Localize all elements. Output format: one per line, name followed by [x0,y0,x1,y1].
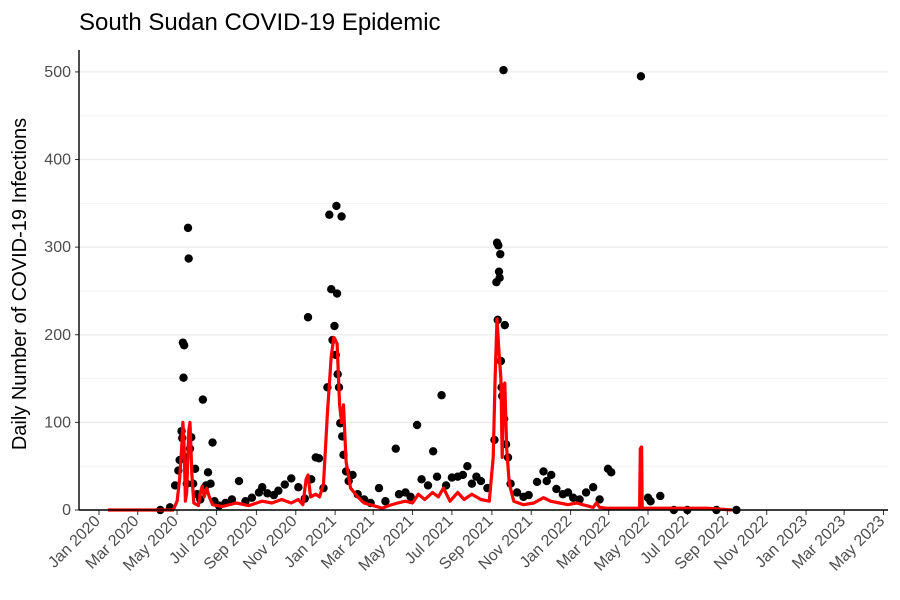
y-tick-label: 100 [44,414,71,431]
y-tick-label: 0 [62,502,71,519]
data-point [198,395,208,404]
data-point [287,474,296,483]
trend-line [108,317,733,512]
data-point [374,483,384,493]
data-point [314,454,324,463]
data-point [524,490,533,500]
data-point [495,273,504,283]
y-axis-ticks: 0 100 200 300 400 500 [44,64,79,519]
data-point [303,313,313,322]
data-point [437,391,446,400]
data-point [467,479,477,488]
data-point [539,467,548,476]
data-point [203,468,213,477]
data-point [588,483,598,492]
data-point [656,491,665,501]
data-point [330,321,339,331]
data-point [646,497,655,506]
data-point [391,444,400,453]
data-point [423,481,433,490]
y-tick-label: 500 [44,64,71,81]
data-point [552,484,561,494]
data-point [258,483,267,492]
data-point [494,267,504,276]
data-point [636,72,646,81]
data-point [208,438,217,447]
data-point [547,470,556,480]
data-points [156,65,741,515]
data-point [337,212,346,221]
data-point [234,476,244,486]
data-point [542,476,551,486]
data-point [417,475,426,484]
data-point [428,447,438,456]
data-point [206,479,215,488]
data-point [294,483,303,492]
data-point [512,488,522,497]
data-point [575,495,584,504]
data-point [179,373,188,382]
smoothed-line [108,317,733,512]
data-point [581,488,591,497]
data-point [432,472,442,481]
data-point [247,493,257,502]
chart-title: South Sudan COVID-19 Epidemic [79,9,441,36]
data-point [184,254,193,263]
data-point [325,210,334,219]
data-point [327,285,336,294]
data-point [348,470,357,480]
data-point [332,289,342,298]
data-point [412,420,422,430]
data-point [227,495,237,504]
data-point [532,477,542,487]
data-point [595,495,604,504]
data-point [332,201,341,211]
data-point [607,468,616,477]
data-point [500,320,509,330]
data-point [563,488,573,497]
y-tick-label: 200 [44,327,71,344]
data-point [381,497,390,506]
data-point [406,492,415,502]
y-tick-label: 400 [44,152,71,169]
data-point [183,223,193,233]
data-point [463,461,472,471]
data-point [494,241,503,250]
y-axis-label: Daily Number of COVID-19 Infections [9,118,31,450]
data-point [458,470,468,480]
data-point [274,486,283,495]
data-point [280,480,289,489]
gridlines [79,71,888,511]
data-point [179,341,189,350]
data-point [496,249,505,259]
data-point [476,476,486,486]
y-tick-label: 300 [44,239,71,256]
data-point [568,493,578,502]
data-point [394,490,404,499]
data-point [499,65,508,75]
data-point [263,489,272,498]
